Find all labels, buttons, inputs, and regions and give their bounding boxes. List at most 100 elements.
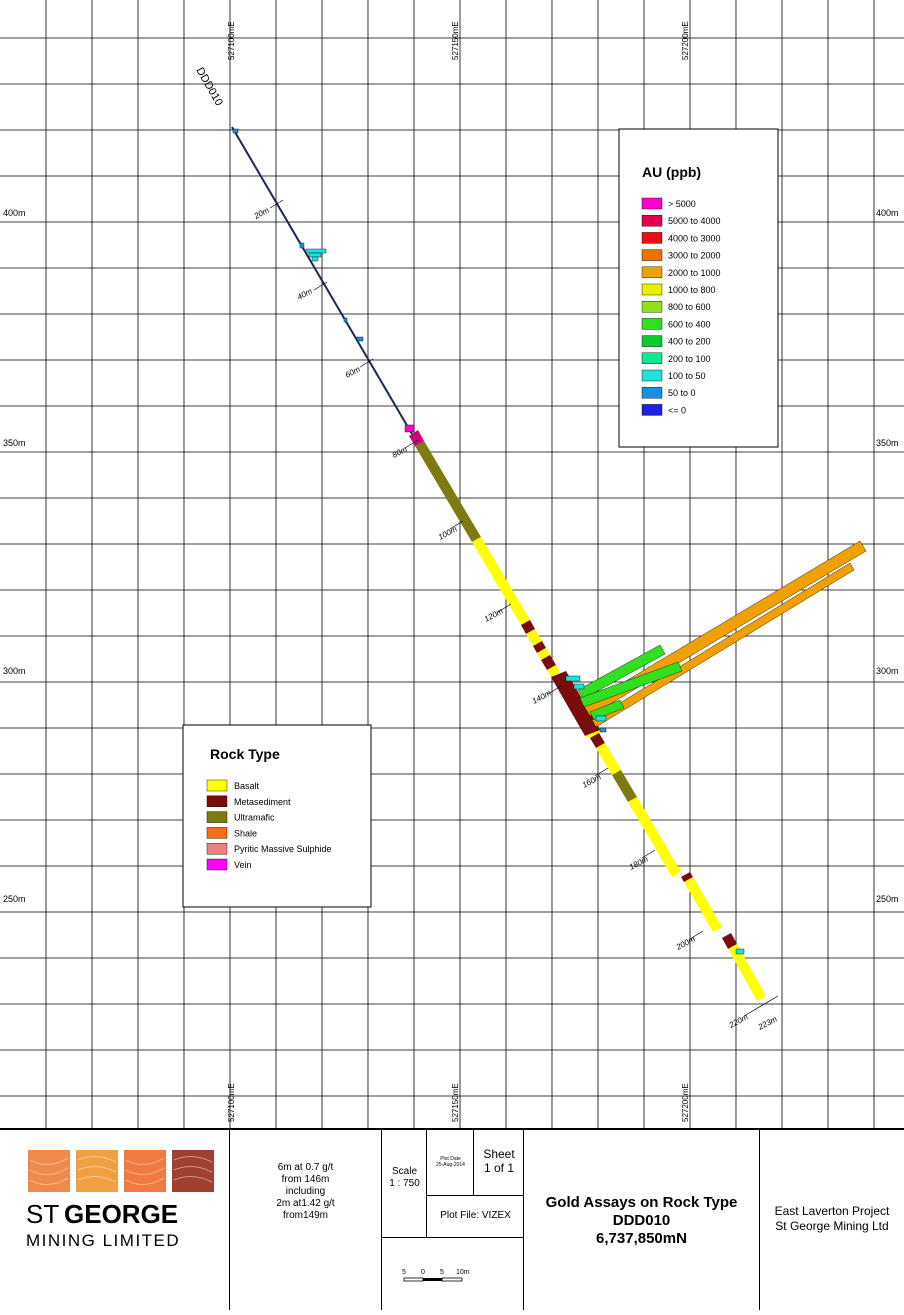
strip-metased-2 xyxy=(533,641,546,653)
logo-tile-1 xyxy=(28,1150,70,1192)
au-legend-swatch xyxy=(641,335,663,347)
strip-ultramafic-2 xyxy=(612,770,637,802)
assay-bar-long-orange-2 xyxy=(591,562,855,728)
depth-tick-20 xyxy=(269,199,284,209)
au-legend-label: 1000 to 800 xyxy=(668,285,716,295)
easting-label-bottom-2: 527150mE xyxy=(451,1083,460,1122)
strip-metased-5 xyxy=(590,733,605,748)
sheet-box: Sheet 1 of 1 xyxy=(474,1130,524,1196)
scale-bar-seg-2 xyxy=(423,1278,442,1281)
rl-label-left-250: 250m xyxy=(3,894,26,904)
rock-legend-label: Ultramafic xyxy=(234,813,275,823)
rock-legend: Rock Type Basalt Metasediment Ultramafic Sh… xyxy=(182,724,372,908)
au-legend-swatch xyxy=(641,214,663,227)
assay-bar-green-3 xyxy=(589,699,625,721)
depth-tick-200 xyxy=(689,930,704,940)
assay-bar-1 xyxy=(232,128,239,134)
strip-metased-1 xyxy=(521,620,535,634)
rock-legend-label: Basalt xyxy=(234,781,260,791)
assay-bar-6 xyxy=(343,317,348,323)
intercept-line-2: from 146m xyxy=(281,1174,330,1185)
strip-vein xyxy=(409,430,424,446)
plot-title-line-3: 6,737,850mN xyxy=(596,1230,687,1247)
au-legend-swatch xyxy=(641,318,663,330)
au-legend-label: 100 to 50 xyxy=(668,371,706,381)
au-legend-swatch xyxy=(641,249,663,261)
scale-bar-label-2: 0 xyxy=(421,1269,425,1276)
project-line-1: East Laverton Project xyxy=(774,1204,890,1218)
project-text: East Laverton Project St George Mining L… xyxy=(760,1130,904,1234)
scale-value: 1 : 750 xyxy=(389,1178,420,1189)
assay-bar-cyan-3 xyxy=(595,715,607,722)
rock-legend-label: Pyritic Massive Sulphide xyxy=(234,844,332,854)
au-legend-swatch xyxy=(641,266,663,278)
logo-cell: ST GEORGE MINING LIMITED xyxy=(0,1130,230,1310)
plot-title-line-2: DDD010 xyxy=(612,1212,671,1229)
plot-date-label: Plot Date xyxy=(440,1156,461,1162)
depth-tick-180 xyxy=(641,849,656,859)
assay-bars-lower xyxy=(565,540,867,955)
rock-legend-swatch xyxy=(206,858,228,871)
easting-label-bottom-1: 527100mE xyxy=(227,1083,236,1122)
depth-tick-160 xyxy=(594,767,609,777)
rl-label-right-300: 300m xyxy=(876,666,899,676)
au-legend-swatch xyxy=(641,352,663,364)
depth-tick-80 xyxy=(404,439,419,449)
au-legend-label: 4000 to 3000 xyxy=(668,233,721,243)
rock-legend-items: Basalt Metasediment Ultramafic Shale Pyritic… xyxy=(206,779,332,871)
strip-basalt-9 xyxy=(728,944,766,1001)
assay-bar-green-2 xyxy=(579,661,683,708)
au-legend-label: 600 to 400 xyxy=(668,319,711,329)
assay-bar-7 xyxy=(356,336,364,342)
assay-bar-blue-1 xyxy=(599,727,607,733)
rock-type-strips xyxy=(409,430,766,1001)
rock-legend-label: Metasediment xyxy=(234,797,291,807)
project-cell: East Laverton Project St George Mining L… xyxy=(760,1130,904,1310)
au-legend-label: <= 0 xyxy=(668,405,686,415)
au-legend-label: 800 to 600 xyxy=(668,302,711,312)
strip-metased-7 xyxy=(722,933,737,949)
depth-tick-120 xyxy=(497,603,512,613)
depth-tick-100 xyxy=(449,520,464,530)
scale-bar-seg-1 xyxy=(403,1277,424,1282)
au-legend-swatch xyxy=(641,301,663,313)
assay-bar-cyan-1 xyxy=(565,675,581,682)
rock-legend-swatch xyxy=(206,779,228,792)
easting-label-top-3: 527200mE xyxy=(681,21,690,60)
plot-title: Gold Assays on Rock Type DDD010 6,737,85… xyxy=(524,1130,759,1248)
assay-bar-cyan-4 xyxy=(735,948,745,955)
rock-legend-swatch xyxy=(206,843,228,855)
au-legend-label: 3000 to 2000 xyxy=(668,251,721,261)
rl-label-right-400: 400m xyxy=(876,208,899,218)
rl-label-right-250: 250m xyxy=(876,894,899,904)
plot-title-cell: Gold Assays on Rock Type DDD010 6,737,85… xyxy=(524,1130,760,1310)
plot-date-box: Plot Date 25-Aug-2014 xyxy=(427,1130,474,1196)
scale-bar-seg-3 xyxy=(441,1277,463,1282)
strip-basalt-1 xyxy=(472,537,530,625)
sheet-value: 1 of 1 xyxy=(483,1161,515,1175)
rl-label-left-300: 300m xyxy=(3,666,26,676)
au-legend-label: 2000 to 1000 xyxy=(668,268,721,278)
au-legend-swatch xyxy=(641,404,663,416)
au-legend-swatch xyxy=(641,387,663,399)
scale-sheet-cell: Scale 1 : 750 Plot Date 25-Aug-2014 Shee… xyxy=(382,1130,524,1310)
au-legend-swatch xyxy=(641,369,663,382)
easting-labels: 527100mE 527150mE 527200mE 527100mE 5271… xyxy=(227,21,690,1122)
plot-title-line-1: Gold Assays on Rock Type xyxy=(545,1194,738,1211)
scale-bar-label-3: 5 xyxy=(440,1269,444,1276)
au-legend-label: > 5000 xyxy=(668,199,696,209)
strip-metased-4 xyxy=(551,671,600,736)
au-legend-swatch xyxy=(641,197,663,210)
depth-tick-140 xyxy=(547,685,562,695)
scale-bar-label-1: 5 xyxy=(402,1269,406,1276)
depth-tick-60 xyxy=(359,358,374,368)
depth-tick-220 xyxy=(743,995,779,1017)
au-legend-swatch xyxy=(641,232,663,244)
intercept-line-1: 6m at 0.7 g/t xyxy=(277,1162,334,1173)
au-legend-swatch xyxy=(641,283,663,296)
st-george-logo: ST GEORGE MINING LIMITED xyxy=(26,1150,214,1250)
intercept-text: 6m at 0.7 g/t from 146m including 2m at1… xyxy=(230,1130,381,1222)
assay-bar-5 xyxy=(311,256,319,262)
assay-bar-cyan-2 xyxy=(573,683,585,690)
sheet-label: Sheet xyxy=(483,1147,515,1161)
